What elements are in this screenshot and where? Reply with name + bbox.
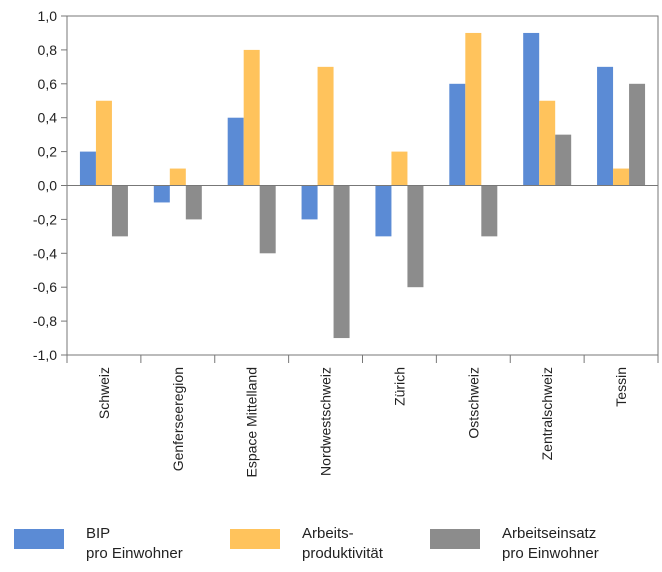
legend-item-arbeitseinsatz: Arbeitseinsatz pro Einwohner [430,524,599,564]
bar [539,100,556,186]
legend: BIP pro Einwohner Arbeits- produktivität… [0,524,662,572]
bar [481,185,498,237]
y-tick-label: -0,4 [33,245,57,261]
bar [555,134,572,186]
bar [523,32,540,186]
legend-label-bip-line2: pro Einwohner [86,545,183,562]
bar [597,66,614,186]
bar [259,185,276,254]
bar [185,185,202,220]
bar [301,185,318,220]
legend-item-arbeitsproduktivitaet: Arbeits- produktivität [230,524,383,564]
bar [449,83,466,186]
x-tick-label: Nordwestschweiz [318,367,334,476]
x-tick-label: Schweiz [96,367,112,419]
bar [169,168,186,186]
y-tick-label: 0,2 [38,144,58,160]
bar [317,66,334,186]
x-tick-label: Zürich [391,367,407,406]
bar [613,168,630,186]
legend-swatch-arbeitsproduktivitaet [230,529,280,549]
x-tick-label: Ostschweiz [465,367,481,439]
bar [243,49,260,186]
legend-swatch-arbeitseinsatz [430,529,480,549]
y-tick-label: 0,6 [38,76,58,92]
bar [391,151,408,186]
y-tick-label: 0,4 [38,110,58,126]
x-tick-label: Zentralschweiz [539,367,555,460]
y-tick-label: 0,0 [38,178,58,194]
bar [111,185,128,237]
y-tick-label: 0,8 [38,42,58,58]
bar [95,100,112,186]
legend-label-arbeitsproduktivitaet: Arbeits- produktivität [302,524,383,564]
legend-label-arbeitseinsatz: Arbeitseinsatz pro Einwohner [502,524,599,564]
y-tick-label: -0,8 [33,313,57,329]
legend-label-bip: BIP pro Einwohner [86,524,183,564]
bar [227,117,244,186]
bar [79,151,96,186]
legend-label-arbeitseinsatz-line1: Arbeitseinsatz [502,525,597,542]
legend-label-arbeitsproduktivitaet-line2: produktivität [302,545,383,562]
legend-label-arbeitsproduktivitaet-line1: Arbeits- [302,525,354,542]
y-tick-label: -1,0 [33,347,57,363]
y-tick-label: -0,6 [33,279,57,295]
y-tick-label: 1,0 [38,8,58,24]
y-tick-label: -0,2 [33,211,57,227]
bar [333,185,350,339]
bar [629,83,646,186]
x-tick-label: Tessin [613,367,629,407]
legend-swatch-bip [14,529,64,549]
bar [407,185,424,288]
bar [153,185,170,203]
x-tick-label: Espace Mittelland [244,367,260,478]
legend-label-bip-line1: BIP [86,525,111,542]
bar [465,32,482,186]
bar [375,185,392,237]
x-tick-label: Genferseeregion [170,367,186,471]
legend-label-arbeitseinsatz-line2: pro Einwohner [502,545,599,562]
legend-item-bip: BIP pro Einwohner [14,524,183,564]
